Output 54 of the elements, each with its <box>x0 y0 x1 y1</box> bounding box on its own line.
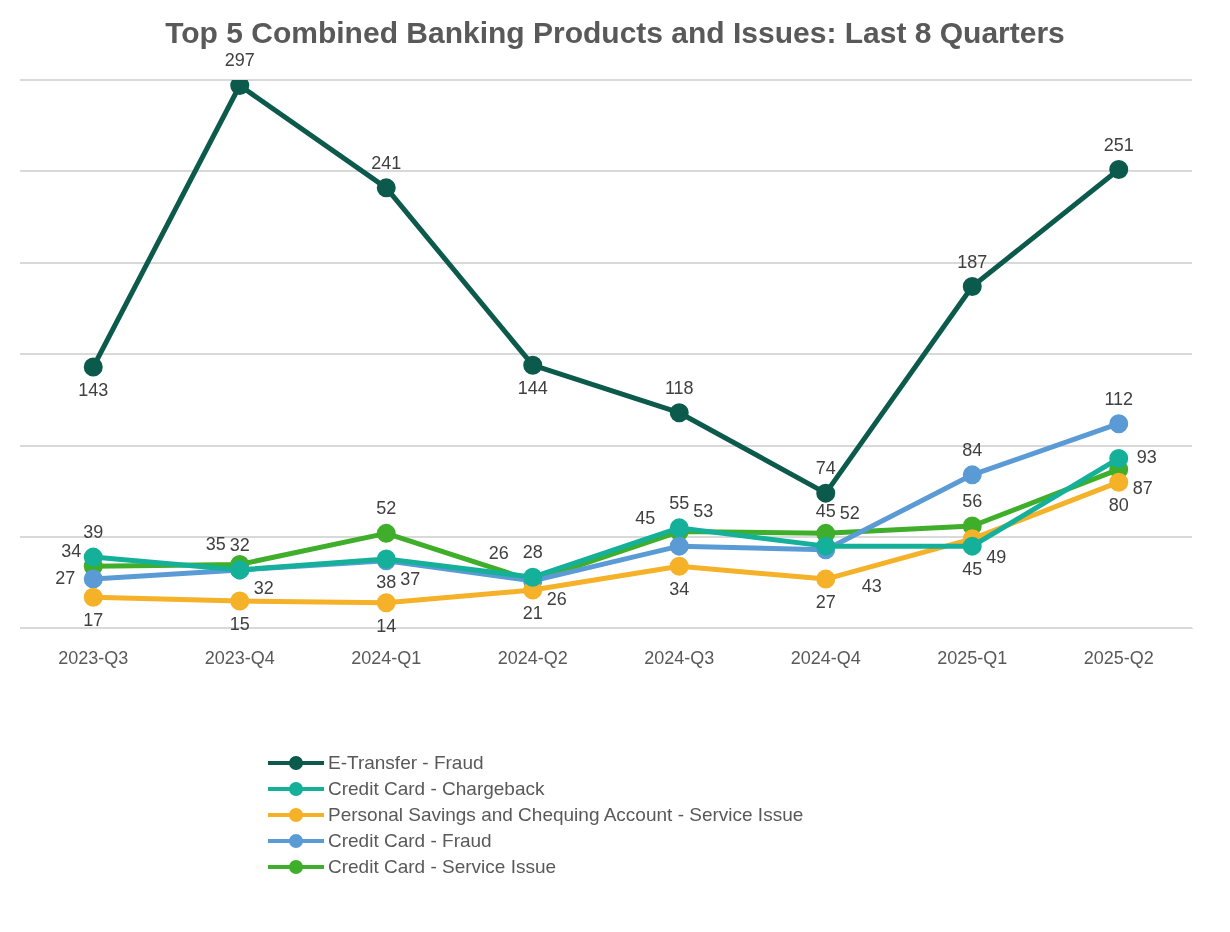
chart-title: Top 5 Combined Banking Products and Issues: Last 8 Quarters <box>164 15 1066 50</box>
data-label: 52 <box>376 498 397 519</box>
data-label: 32 <box>229 534 250 555</box>
data-label: 56 <box>962 491 983 511</box>
x-tick-label: 2023-Q3 <box>58 648 129 669</box>
data-label: 28 <box>522 542 543 563</box>
data-label: 26 <box>488 542 509 563</box>
data-label: 21 <box>522 602 543 623</box>
data-label: 43 <box>861 575 882 596</box>
data-label: 45 <box>815 501 836 522</box>
data-label: 32 <box>253 578 274 599</box>
x-tick-label: 2023-Q4 <box>204 648 275 669</box>
data-label: 143 <box>78 379 109 400</box>
data-label: 118 <box>664 377 694 398</box>
data-label: 144 <box>517 378 548 399</box>
x-tick-label: 2024-Q3 <box>644 648 715 669</box>
data-label: 74 <box>815 458 836 479</box>
data-label: 93 <box>1136 447 1157 468</box>
x-tick-label: 2024-Q1 <box>351 648 422 669</box>
data-label: 251 <box>1103 134 1134 155</box>
data-label: 27 <box>55 568 76 589</box>
data-label: 15 <box>229 613 250 634</box>
legend-label: Credit Card - Service Issue <box>328 856 557 878</box>
data-label: 45 <box>635 507 656 528</box>
data-label: 49 <box>986 547 1007 567</box>
data-label: 84 <box>962 439 983 460</box>
data-label: 26 <box>546 589 567 610</box>
x-tick-label: 2024-Q2 <box>497 648 568 669</box>
data-label: 37 <box>400 568 421 589</box>
data-label: 27 <box>815 592 836 613</box>
data-label: 87 <box>1132 477 1153 498</box>
data-label: 55 <box>669 492 690 513</box>
legend-label: Credit Card - Fraud <box>328 830 492 852</box>
legend-label: E-Transfer - Fraud <box>328 752 484 774</box>
data-label: 53 <box>693 501 714 522</box>
data-label: 17 <box>83 610 104 631</box>
data-label: 34 <box>61 541 82 562</box>
x-tick-label: 2025-Q1 <box>937 648 1008 669</box>
data-label: 187 <box>957 251 988 272</box>
data-label: 38 <box>376 571 397 592</box>
data-label: 52 <box>839 503 860 524</box>
data-label: 45 <box>962 559 983 580</box>
x-tick-label: 2025-Q2 <box>1083 648 1154 669</box>
x-tick-label: 2024-Q4 <box>790 648 861 669</box>
data-label: 14 <box>376 615 397 636</box>
data-label: 80 <box>1108 495 1129 516</box>
legend-label: Credit Card - Chargeback <box>328 778 545 800</box>
data-label: 39 <box>83 522 104 543</box>
legend-label: Personal Savings and Chequing Account - Service Issue <box>328 804 804 826</box>
data-label: 112 <box>1104 388 1134 409</box>
data-label: 35 <box>205 534 226 555</box>
data-label: 34 <box>669 579 690 600</box>
data-label: 241 <box>371 152 402 173</box>
data-label: 297 <box>224 50 255 71</box>
